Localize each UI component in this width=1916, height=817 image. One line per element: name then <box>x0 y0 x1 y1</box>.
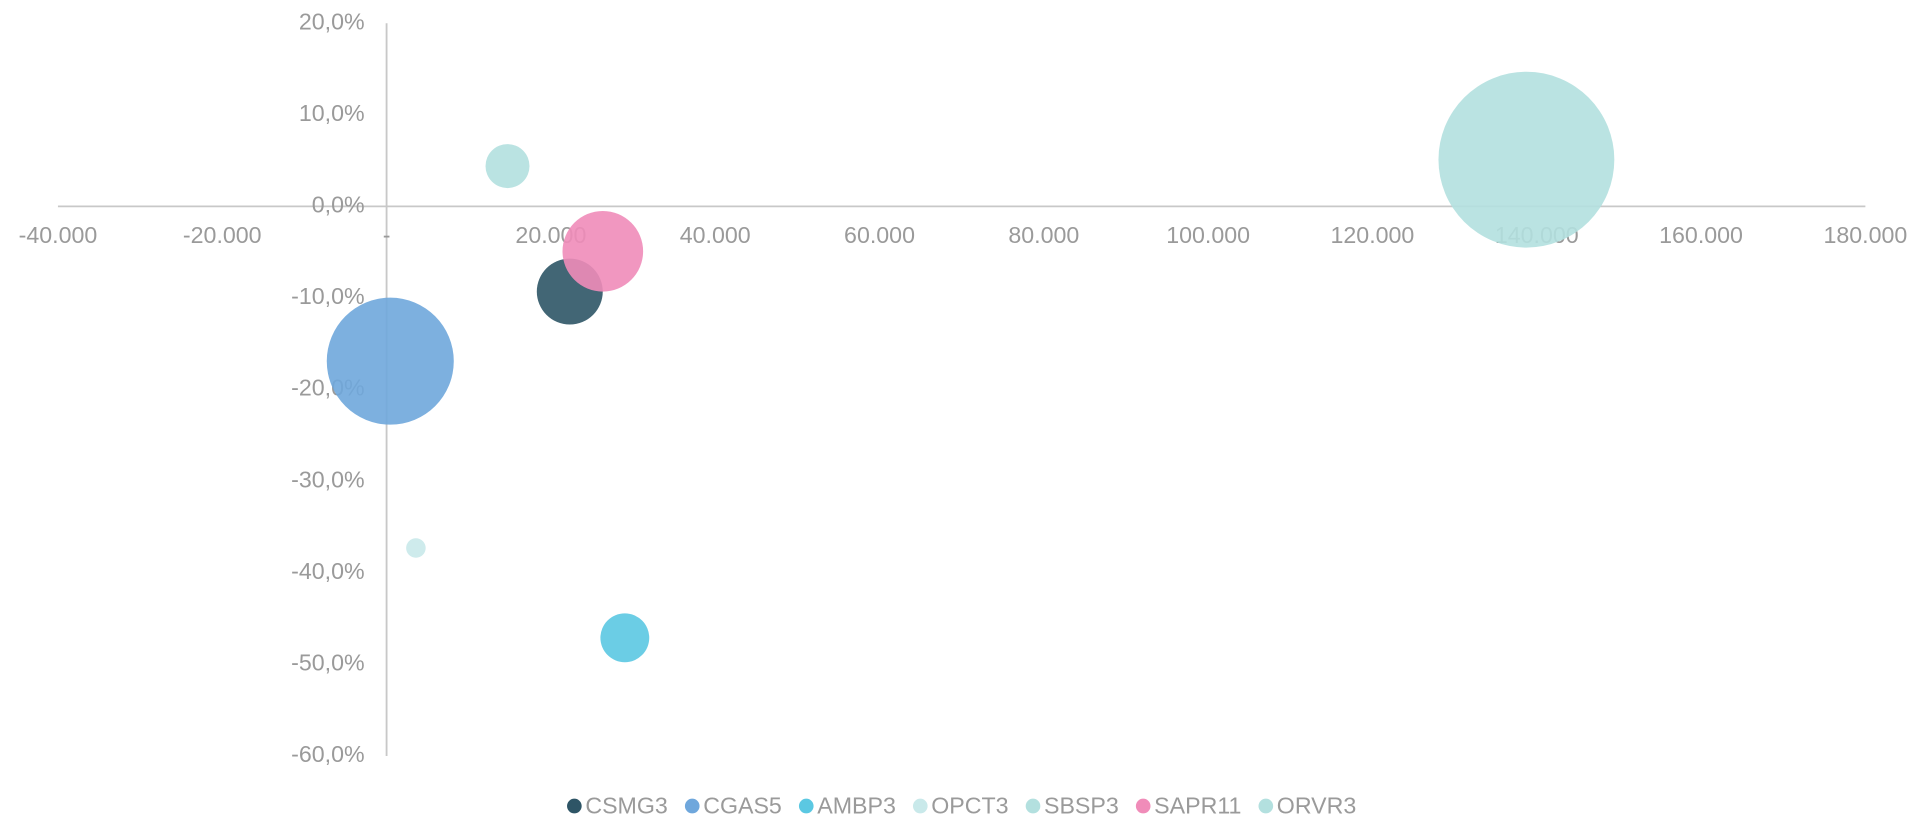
y-tick-label: -40,0% <box>291 558 364 584</box>
legend-marker <box>684 798 700 814</box>
y-tick-label: -30,0% <box>291 466 364 492</box>
legend-label: SBSP3 <box>1044 792 1119 817</box>
x-tick-label: -40.000 <box>19 222 98 248</box>
legend-label: CGAS5 <box>703 792 782 817</box>
bubble <box>562 210 644 292</box>
y-tick-label: -10,0% <box>291 283 364 309</box>
legend-label: OPCT3 <box>931 792 1008 817</box>
legend-marker <box>1258 798 1274 814</box>
bubble <box>326 297 454 425</box>
x-tick-label: 60.000 <box>844 222 915 248</box>
legend-marker <box>1135 798 1151 814</box>
y-tick-label: -50,0% <box>291 649 364 675</box>
x-tick-label: 120.000 <box>1331 222 1415 248</box>
legend-marker <box>798 798 814 814</box>
x-tick-label: 160.000 <box>1659 222 1743 248</box>
legend-marker <box>912 798 928 814</box>
legend-label: CSMG3 <box>585 792 667 817</box>
x-tick-label: 80.000 <box>1008 222 1079 248</box>
x-tick-label: 100.000 <box>1166 222 1250 248</box>
legend-label: AMBP3 <box>817 792 896 817</box>
y-tick-label: 10,0% <box>299 100 365 126</box>
y-tick-label: -60,0% <box>291 741 364 767</box>
legend: CSMG3 CGAS5 AMBP3 OPCT3 SBSP3 SAPR11 ORVR3 <box>567 792 1356 817</box>
bubble <box>406 538 426 558</box>
legend-label: SAPR11 <box>1154 792 1241 817</box>
y-tick-label: 0,0% <box>312 192 365 218</box>
x-tick-label: 180.000 <box>1823 222 1907 248</box>
legend-label: ORVR3 <box>1277 792 1356 817</box>
x-tick-label: 40.000 <box>680 222 751 248</box>
bubble <box>600 613 650 663</box>
bubble <box>1438 71 1615 248</box>
legend-marker <box>567 798 582 814</box>
x-tick-label: - <box>383 222 391 248</box>
bubble <box>485 144 530 189</box>
x-tick-label: -20.000 <box>183 222 262 248</box>
legend-marker <box>1025 798 1041 814</box>
y-tick-label: 20,0% <box>299 8 365 34</box>
